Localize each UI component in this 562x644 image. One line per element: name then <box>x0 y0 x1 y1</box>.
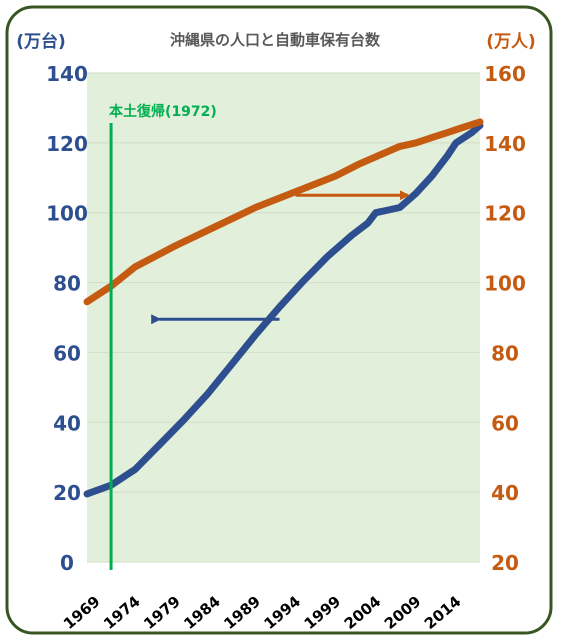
left-tick-label: 140 <box>46 62 88 86</box>
right-tick-label: 40 <box>491 481 519 505</box>
left-tick-label: 0 <box>60 551 74 575</box>
right-tick-label: 100 <box>484 272 526 296</box>
right-tick-label: 160 <box>484 62 526 86</box>
chart-frame: 沖縄県の人口と自動車保有台数 (万台) (万人) 0 20 40 60 80 100 120… <box>5 5 553 635</box>
chart-title: 沖縄県の人口と自動車保有台数 <box>170 31 381 49</box>
left-tick-label: 120 <box>46 132 88 156</box>
plot-area <box>87 73 480 562</box>
chart: 沖縄県の人口と自動車保有台数 (万台) (万人) 0 20 40 60 80 100 120… <box>5 5 553 635</box>
right-tick-label: 120 <box>484 202 526 226</box>
left-series-line <box>83 121 484 498</box>
reversion-label: 本土復帰(1972) <box>109 103 217 120</box>
left-tick-label: 20 <box>53 481 81 505</box>
right-axis-unit: (万人) <box>486 32 536 52</box>
right-series-line <box>83 118 484 306</box>
right-tick-label: 20 <box>491 551 519 575</box>
left-axis-unit: (万台) <box>16 31 66 52</box>
right-tick-label: 60 <box>491 411 519 435</box>
series-layer <box>83 118 484 498</box>
left-tick-label: 40 <box>53 411 81 435</box>
right-axis-ticks: 20 40 60 80 100 120 140 160 <box>484 62 526 575</box>
left-tick-label: 100 <box>46 202 88 226</box>
left-tick-label: 60 <box>53 341 81 365</box>
left-axis-ticks: 0 20 40 60 80 100 120 140 <box>46 62 88 575</box>
axis-arrows <box>151 190 410 325</box>
right-tick-label: 140 <box>484 132 526 156</box>
left-tick-label: 80 <box>53 272 81 296</box>
right-tick-label: 80 <box>491 341 519 365</box>
